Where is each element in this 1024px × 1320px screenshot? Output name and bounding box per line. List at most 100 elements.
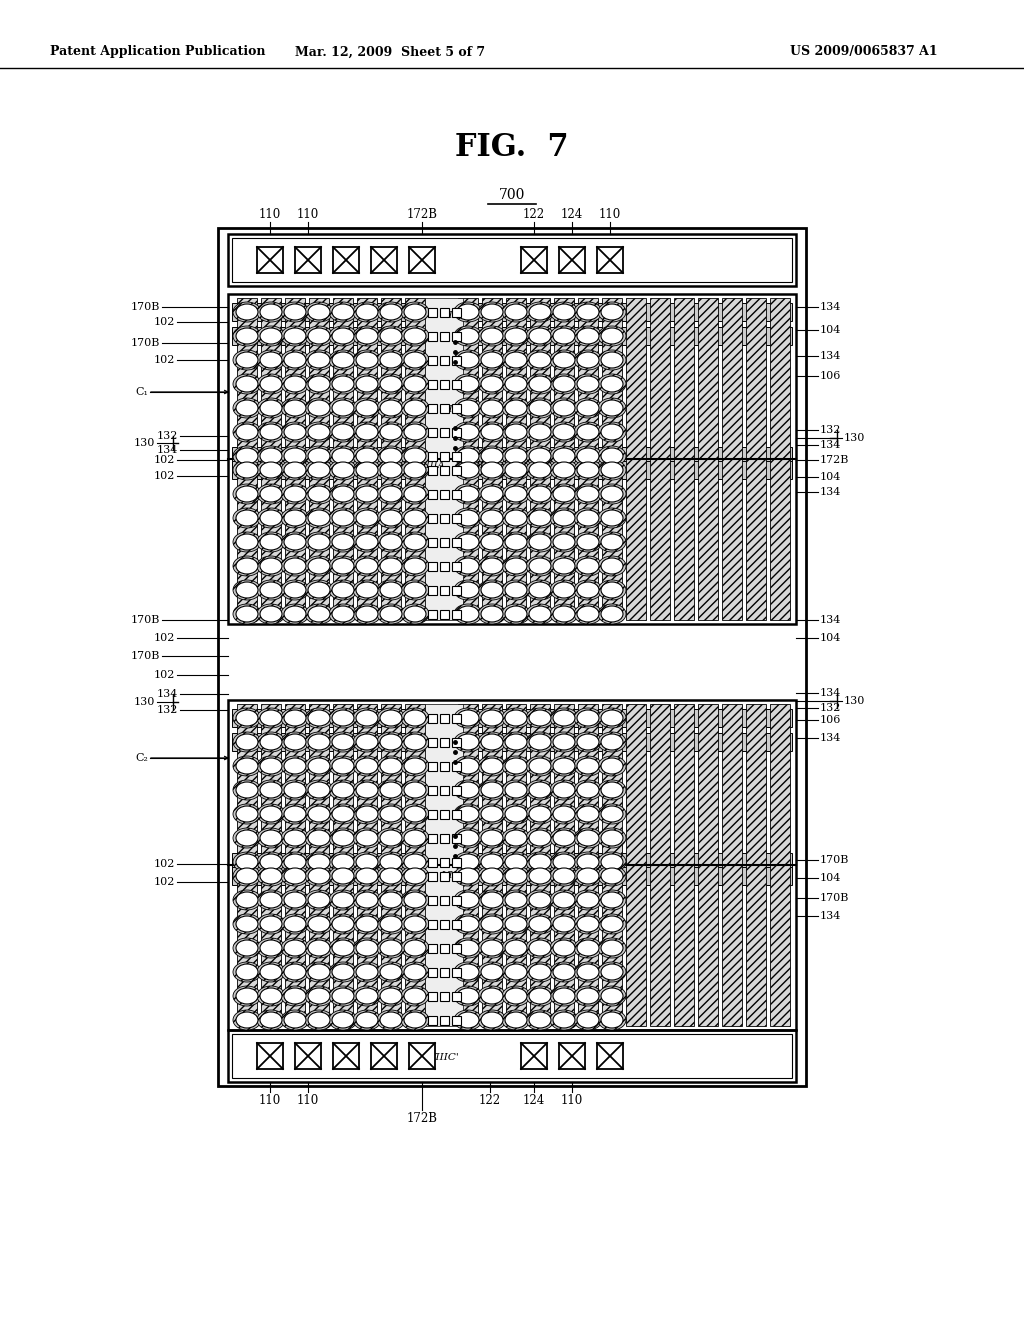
Ellipse shape	[502, 605, 530, 624]
Ellipse shape	[377, 756, 406, 776]
Ellipse shape	[502, 556, 530, 576]
Ellipse shape	[329, 962, 357, 982]
Ellipse shape	[284, 486, 306, 502]
Ellipse shape	[574, 1010, 602, 1030]
Ellipse shape	[529, 304, 551, 319]
Bar	[506, 298, 526, 620]
Ellipse shape	[574, 986, 602, 1006]
Ellipse shape	[260, 400, 282, 416]
Ellipse shape	[550, 756, 578, 776]
Ellipse shape	[598, 508, 626, 528]
Ellipse shape	[284, 854, 306, 870]
Ellipse shape	[601, 854, 623, 870]
Bar	[357, 298, 377, 620]
Ellipse shape	[332, 710, 354, 726]
Ellipse shape	[481, 940, 503, 956]
Ellipse shape	[284, 304, 306, 319]
Ellipse shape	[353, 446, 381, 466]
Ellipse shape	[526, 302, 554, 322]
Text: 132: 132	[820, 704, 842, 713]
Bar	[439, 586, 449, 594]
Ellipse shape	[454, 374, 482, 393]
Ellipse shape	[457, 869, 479, 884]
Ellipse shape	[454, 350, 482, 370]
Ellipse shape	[329, 828, 357, 847]
Text: 102: 102	[154, 859, 175, 869]
Ellipse shape	[505, 558, 527, 574]
Ellipse shape	[233, 350, 261, 370]
Ellipse shape	[260, 987, 282, 1005]
Ellipse shape	[257, 446, 285, 466]
Text: VIIIA: VIIIA	[419, 462, 444, 470]
Text: 110: 110	[297, 1093, 319, 1106]
Ellipse shape	[457, 486, 479, 502]
Ellipse shape	[577, 869, 599, 884]
Ellipse shape	[353, 374, 381, 393]
Ellipse shape	[529, 807, 551, 822]
Ellipse shape	[332, 734, 354, 750]
Ellipse shape	[329, 556, 357, 576]
Ellipse shape	[529, 781, 551, 799]
Ellipse shape	[478, 350, 506, 370]
Ellipse shape	[457, 376, 479, 392]
Ellipse shape	[260, 376, 282, 392]
Text: 110: 110	[259, 209, 282, 222]
Ellipse shape	[598, 374, 626, 393]
Ellipse shape	[478, 986, 506, 1006]
Ellipse shape	[526, 733, 554, 752]
Ellipse shape	[233, 939, 261, 958]
Ellipse shape	[404, 424, 426, 440]
Ellipse shape	[233, 733, 261, 752]
Ellipse shape	[601, 940, 623, 956]
Ellipse shape	[598, 399, 626, 418]
Bar	[452, 466, 461, 474]
Ellipse shape	[505, 462, 527, 478]
Ellipse shape	[601, 807, 623, 822]
Ellipse shape	[574, 733, 602, 752]
Ellipse shape	[257, 459, 285, 480]
Bar	[452, 858, 461, 866]
Ellipse shape	[457, 892, 479, 908]
Ellipse shape	[332, 376, 354, 392]
Ellipse shape	[401, 605, 429, 624]
Bar	[698, 298, 718, 620]
Ellipse shape	[257, 804, 285, 824]
Ellipse shape	[529, 892, 551, 908]
Ellipse shape	[526, 459, 554, 480]
Ellipse shape	[377, 939, 406, 958]
Ellipse shape	[529, 869, 551, 884]
Ellipse shape	[353, 350, 381, 370]
Ellipse shape	[526, 1010, 554, 1030]
Bar	[232, 853, 792, 871]
Bar	[770, 704, 790, 1026]
Ellipse shape	[478, 851, 506, 873]
Text: 172B: 172B	[820, 455, 849, 465]
Bar	[427, 380, 436, 388]
Ellipse shape	[332, 352, 354, 368]
Ellipse shape	[281, 828, 309, 847]
Ellipse shape	[454, 459, 482, 480]
Ellipse shape	[574, 780, 602, 800]
Ellipse shape	[404, 854, 426, 870]
Bar	[232, 304, 792, 321]
Ellipse shape	[281, 459, 309, 480]
Bar	[427, 858, 436, 866]
Ellipse shape	[377, 708, 406, 729]
Ellipse shape	[553, 734, 575, 750]
Ellipse shape	[529, 400, 551, 416]
Bar	[452, 331, 461, 341]
Ellipse shape	[598, 804, 626, 824]
Ellipse shape	[553, 558, 575, 574]
Ellipse shape	[236, 710, 258, 726]
Ellipse shape	[577, 987, 599, 1005]
Ellipse shape	[577, 781, 599, 799]
Bar	[439, 537, 449, 546]
Ellipse shape	[601, 424, 623, 440]
Ellipse shape	[553, 486, 575, 502]
Ellipse shape	[356, 400, 378, 416]
Ellipse shape	[332, 940, 354, 956]
Bar	[452, 355, 461, 364]
Ellipse shape	[598, 866, 626, 886]
Ellipse shape	[329, 804, 357, 824]
Ellipse shape	[404, 869, 426, 884]
